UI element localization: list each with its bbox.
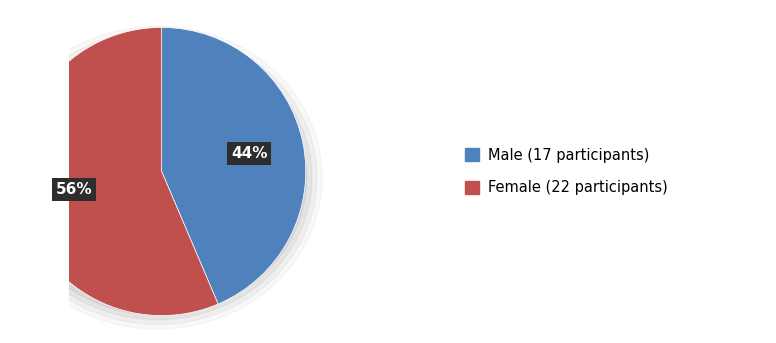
Text: 56%: 56% (56, 182, 92, 197)
Ellipse shape (0, 31, 317, 324)
Legend: Male (17 participants), Female (22 participants): Male (17 participants), Female (22 parti… (457, 140, 675, 203)
Wedge shape (161, 27, 306, 304)
Wedge shape (18, 27, 218, 316)
Ellipse shape (3, 36, 312, 320)
Text: 44%: 44% (231, 146, 268, 161)
Ellipse shape (9, 40, 307, 315)
Ellipse shape (0, 26, 322, 329)
